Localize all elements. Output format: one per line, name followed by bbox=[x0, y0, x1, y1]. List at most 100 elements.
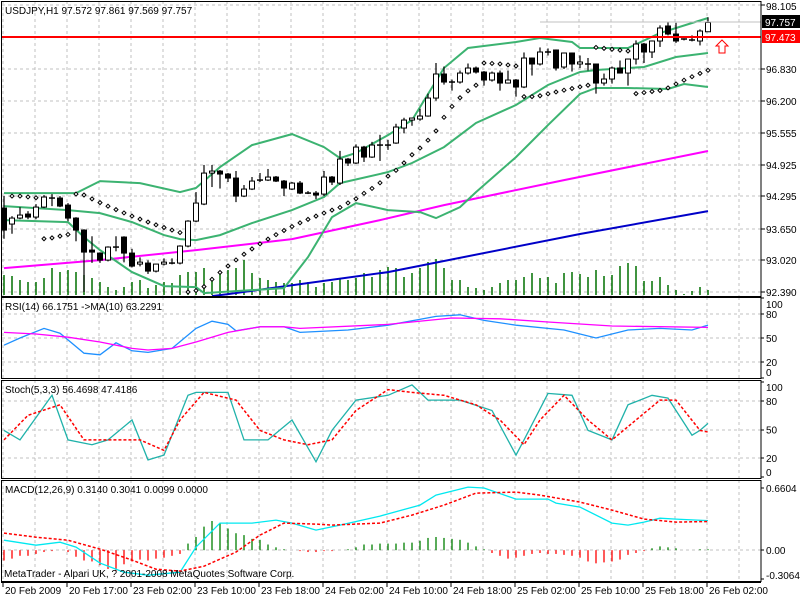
candle bbox=[305, 191, 311, 195]
parabolic-sar-dot bbox=[497, 61, 503, 67]
candle bbox=[161, 258, 167, 266]
price-pane-border bbox=[1, 1, 762, 297]
rsi-line bbox=[3, 314, 709, 356]
macd-main-line bbox=[3, 486, 709, 576]
hline-price-label: 97.473 bbox=[765, 33, 796, 44]
candle-body-bear bbox=[329, 176, 335, 183]
rsi-pane-title: RSI(14) 66.1751 ->MA(10) 63.2291 bbox=[5, 302, 162, 313]
candle-body-bull bbox=[601, 78, 607, 84]
candle-body-bull bbox=[201, 172, 207, 205]
candle-body-bear bbox=[2, 207, 7, 231]
candle bbox=[361, 145, 367, 162]
candle bbox=[481, 71, 487, 86]
parabolic-sar-dot bbox=[521, 93, 527, 100]
parabolic-sar-dot bbox=[481, 60, 487, 66]
indicator-axis-label: 20 bbox=[766, 358, 778, 369]
candle bbox=[377, 134, 383, 161]
candle-body-bull bbox=[489, 72, 495, 81]
parabolic-sar-dot bbox=[473, 82, 479, 88]
candle-body-bull bbox=[185, 220, 191, 247]
candle-body-bull bbox=[425, 97, 431, 117]
candle-body-bull bbox=[353, 146, 359, 164]
candle-body-bull bbox=[433, 73, 439, 99]
candle bbox=[425, 93, 431, 117]
stochastic-pane-plot bbox=[3, 384, 709, 464]
parabolic-sar-dot bbox=[281, 227, 287, 234]
candle bbox=[641, 42, 647, 64]
parabolic-sar-dot bbox=[337, 204, 343, 211]
parabolic-sar-dot bbox=[441, 114, 447, 121]
candle bbox=[17, 207, 23, 220]
candle-body-bull bbox=[265, 176, 271, 181]
indicator-axis-label: 50 bbox=[766, 426, 778, 437]
candle-body-bear bbox=[217, 170, 223, 175]
candle-body-bear bbox=[553, 49, 559, 69]
candle-body-bull bbox=[505, 79, 511, 84]
candle bbox=[337, 150, 343, 186]
candle-body-bear bbox=[569, 52, 575, 65]
bid-price-badge bbox=[762, 15, 800, 28]
copyright-text: MetaTrader - Alpari UK, ? 2001-2008 Meta… bbox=[4, 569, 294, 580]
parabolic-sar-dot bbox=[529, 93, 535, 100]
time-axis-label: 23 Feb 10:00 bbox=[197, 586, 256, 597]
candle bbox=[225, 172, 231, 183]
parabolic-sar-dot bbox=[65, 231, 71, 238]
time-axis: 20 Feb 2009 20 Feb 17:00 23 Feb 02:00 23 Fe… bbox=[1, 582, 768, 597]
price-pane-title: USDJPY,H1 97.572 97.861 97.569 97.757 bbox=[5, 6, 193, 17]
candle-body-bull bbox=[177, 245, 183, 264]
candle bbox=[121, 236, 127, 263]
parabolic-sar-dot bbox=[257, 241, 263, 247]
rsi-pane-plot bbox=[3, 314, 709, 356]
time-axis-label: 20 Feb 17:00 bbox=[69, 586, 128, 597]
parabolic-sar-dot bbox=[273, 231, 279, 238]
candle bbox=[633, 40, 639, 65]
parabolic-sar-dot bbox=[361, 190, 367, 197]
candle-body-bear bbox=[441, 73, 447, 83]
candle bbox=[289, 182, 295, 191]
parabolic-sar-dot bbox=[145, 219, 151, 225]
candle bbox=[33, 204, 39, 220]
candle bbox=[601, 73, 607, 86]
parabolic-sar-dot bbox=[537, 93, 543, 99]
candle bbox=[569, 52, 575, 72]
candle-body-bear bbox=[145, 262, 151, 272]
parabolic-sar-dot bbox=[505, 62, 511, 68]
candle bbox=[25, 211, 31, 220]
parabolic-sar-dot bbox=[513, 63, 519, 69]
parabolic-sar-dot bbox=[577, 84, 583, 90]
candle bbox=[593, 63, 599, 94]
parabolic-sar-dot bbox=[297, 220, 303, 226]
parabolic-sar-dot bbox=[489, 60, 495, 67]
candle-body-bull bbox=[153, 263, 159, 272]
time-axis-label: 25 Feb 10:00 bbox=[581, 586, 640, 597]
price-pane-plot bbox=[2, 17, 711, 296]
parabolic-sar-dot bbox=[425, 137, 431, 143]
stochastic-pane-title: Stoch(5,3,3) 56.4698 47.4186 bbox=[5, 385, 138, 396]
candle-body-bull bbox=[161, 261, 167, 265]
candle-body-bull bbox=[609, 67, 615, 80]
candle bbox=[297, 181, 303, 195]
time-axis-label: 24 Feb 18:00 bbox=[453, 586, 512, 597]
candle-body-bear bbox=[81, 229, 87, 253]
parabolic-sar-dot bbox=[81, 192, 87, 198]
candle-body-bull bbox=[369, 144, 375, 158]
candle bbox=[89, 236, 95, 263]
candle bbox=[145, 260, 151, 274]
parabolic-sar-dot bbox=[17, 193, 23, 199]
candle-body-bear bbox=[529, 57, 535, 65]
candle-body-bull bbox=[417, 115, 423, 120]
macd-pane-plot bbox=[3, 486, 709, 576]
parabolic-sar-dot bbox=[369, 185, 375, 192]
candle bbox=[233, 170, 239, 203]
candle-body-bear bbox=[233, 177, 239, 197]
parabolic-sar-dot bbox=[217, 269, 223, 276]
candle bbox=[561, 52, 567, 70]
candle-body-bear bbox=[593, 63, 599, 84]
bollinger-upper-band bbox=[4, 17, 709, 195]
candle bbox=[2, 196, 7, 239]
parabolic-sar-dot bbox=[601, 45, 607, 52]
candle bbox=[105, 246, 111, 262]
candle-body-bull bbox=[137, 261, 143, 265]
